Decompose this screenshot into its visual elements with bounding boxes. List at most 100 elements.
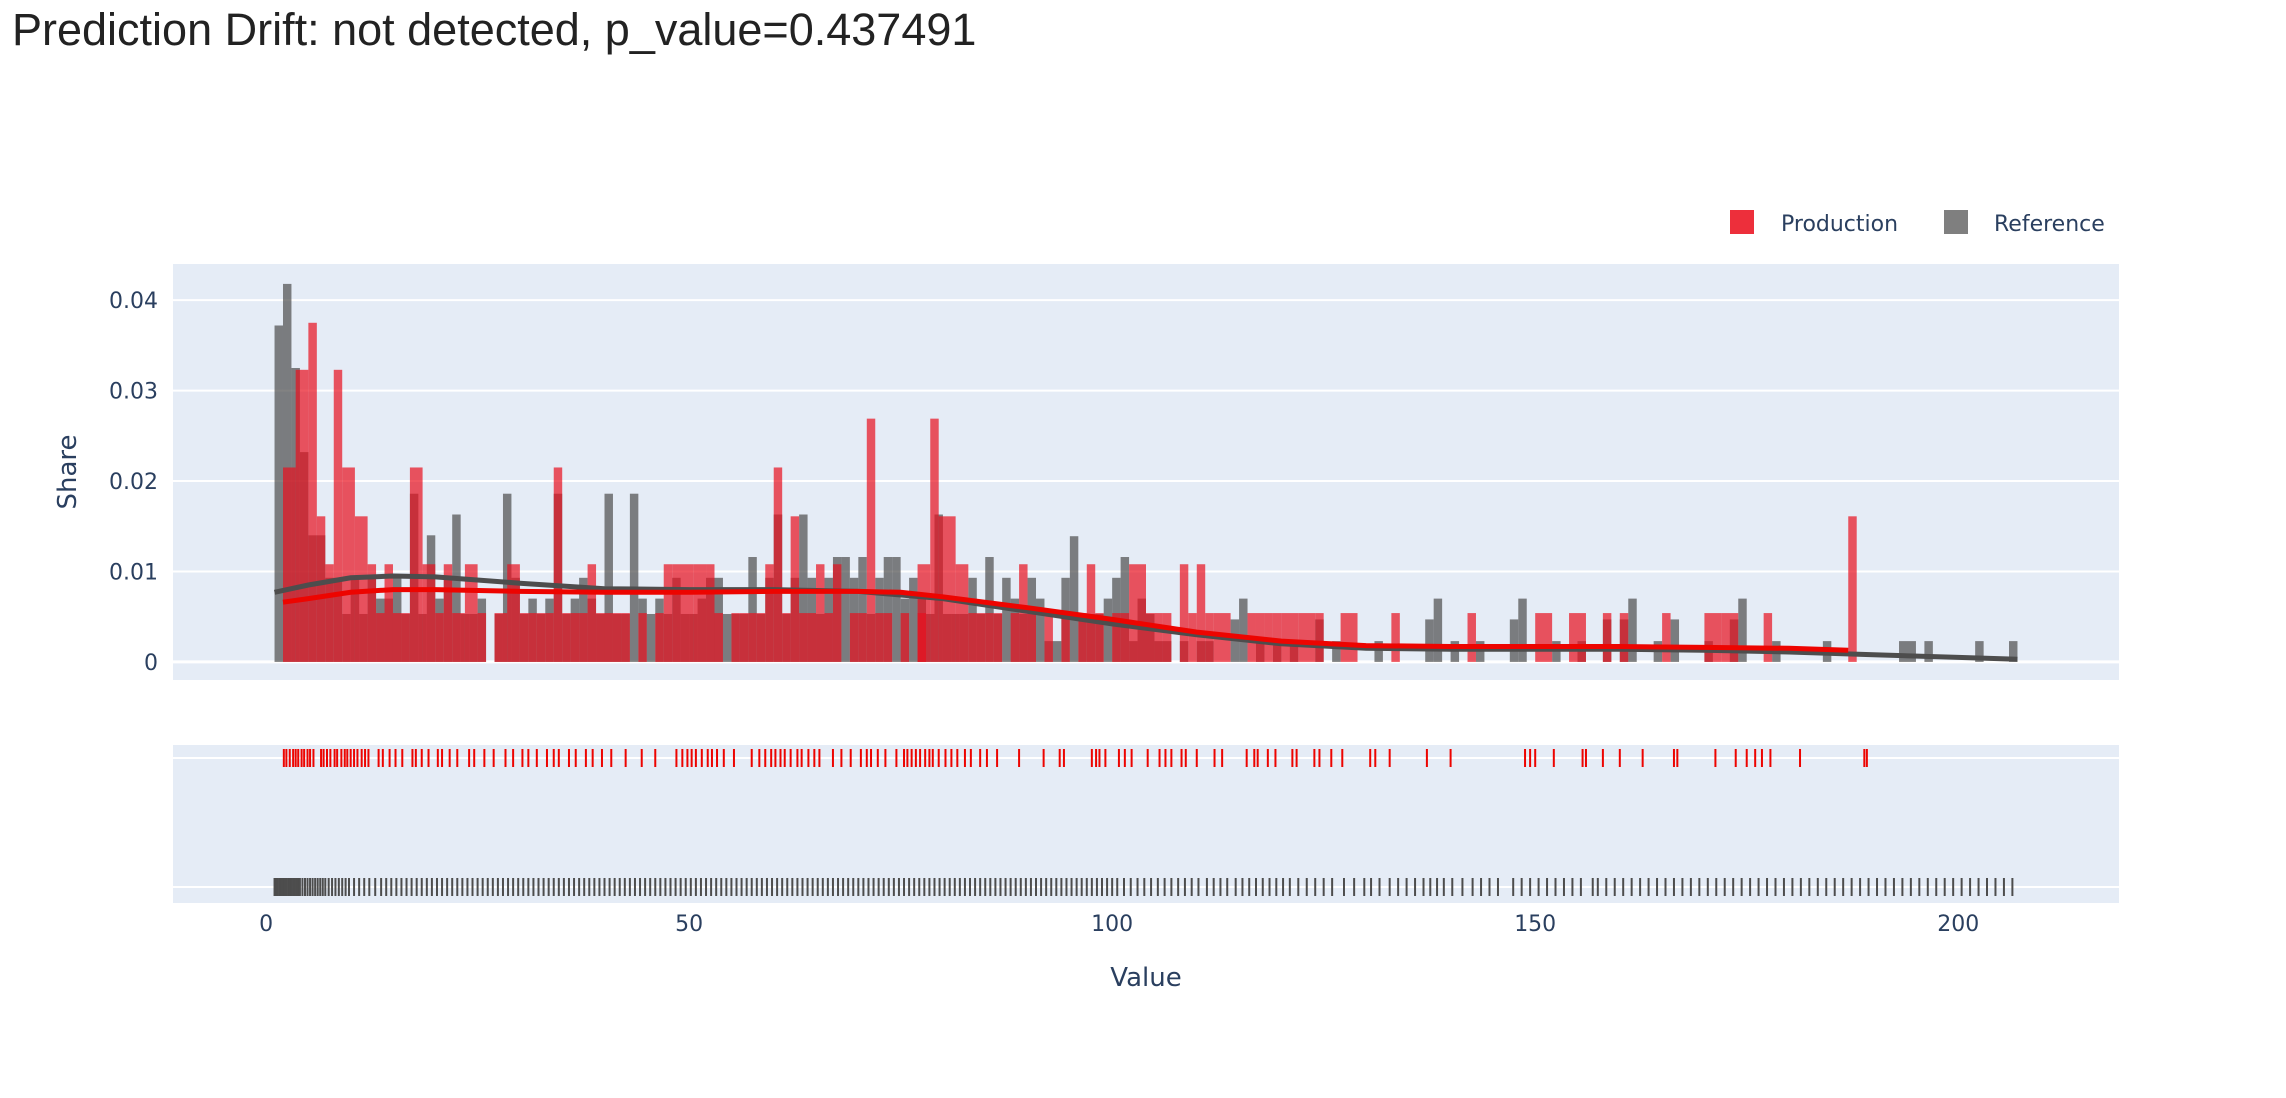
production-bar[interactable] — [1467, 613, 1476, 662]
production-bar[interactable] — [968, 613, 986, 662]
reference-bar[interactable] — [1374, 641, 1383, 662]
production-bar[interactable] — [714, 613, 723, 662]
production-bar[interactable] — [1848, 516, 1857, 662]
production-bar[interactable] — [1112, 613, 1121, 662]
reference-bar[interactable] — [1332, 641, 1341, 662]
production-bar[interactable] — [1602, 613, 1612, 662]
production-bar[interactable] — [875, 613, 884, 662]
production-bar[interactable] — [1569, 613, 1586, 662]
reference-bar[interactable] — [1738, 598, 1747, 662]
production-bar[interactable] — [1619, 613, 1629, 662]
reference-bar[interactable] — [1975, 641, 1984, 662]
production-bar[interactable] — [587, 564, 597, 662]
production-bar[interactable] — [1188, 613, 1197, 662]
production-bar[interactable] — [955, 564, 969, 662]
production-bar[interactable] — [376, 613, 385, 662]
production-bar[interactable] — [519, 613, 529, 662]
production-bar[interactable] — [1146, 613, 1155, 662]
production-bar[interactable] — [672, 564, 694, 662]
production-bar[interactable] — [1179, 564, 1189, 662]
production-bar[interactable] — [832, 564, 842, 662]
reference-bar[interactable] — [1069, 536, 1079, 662]
reference-bar[interactable] — [883, 557, 893, 662]
production-bar[interactable] — [295, 369, 309, 662]
production-bar[interactable] — [799, 613, 808, 662]
production-bar[interactable] — [1196, 564, 1206, 662]
production-bar[interactable] — [553, 467, 563, 662]
production-bar[interactable] — [816, 564, 825, 662]
production-bar[interactable] — [807, 613, 817, 662]
production-bar[interactable] — [452, 613, 465, 662]
production-bar[interactable] — [384, 564, 393, 662]
production-bar[interactable] — [706, 564, 715, 662]
reference-bar[interactable] — [1239, 598, 1248, 662]
rug-plot-area[interactable] — [173, 745, 2119, 903]
reference-bar[interactable] — [274, 325, 283, 662]
production-bar[interactable] — [824, 613, 833, 662]
production-bar[interactable] — [604, 613, 613, 662]
production-bar[interactable] — [435, 613, 444, 662]
reference-bar[interactable] — [1052, 641, 1062, 662]
production-bar[interactable] — [938, 516, 956, 662]
production-bar[interactable] — [477, 613, 487, 662]
reference-bar[interactable] — [748, 557, 757, 662]
production-bar[interactable] — [731, 613, 740, 662]
production-bar[interactable] — [409, 467, 423, 662]
reference-bar[interactable] — [1670, 619, 1680, 662]
production-bar[interactable] — [333, 369, 343, 662]
production-bar[interactable] — [401, 613, 410, 662]
production-bar[interactable] — [739, 613, 749, 662]
production-bar[interactable] — [1162, 613, 1172, 662]
production-bar[interactable] — [612, 613, 622, 662]
production-bar[interactable] — [1086, 564, 1096, 662]
production-bar[interactable] — [858, 613, 867, 662]
reference-bar[interactable] — [1628, 598, 1637, 662]
production-bar[interactable] — [1340, 613, 1358, 662]
reference-bar[interactable] — [722, 613, 732, 662]
production-bar[interactable] — [782, 613, 791, 662]
production-bar[interactable] — [443, 564, 453, 662]
production-bar[interactable] — [579, 613, 588, 662]
production-bar[interactable] — [528, 613, 537, 662]
reference-bar[interactable] — [985, 557, 994, 662]
production-bar[interactable] — [1763, 613, 1773, 662]
production-bar[interactable] — [1027, 613, 1037, 662]
production-bar[interactable] — [638, 613, 647, 662]
reference-bar[interactable] — [1509, 619, 1519, 662]
reference-bar[interactable] — [858, 557, 867, 662]
production-bar[interactable] — [507, 564, 520, 662]
reference-bar[interactable] — [841, 557, 850, 662]
reference-bar[interactable] — [629, 493, 639, 662]
production-bar[interactable] — [325, 564, 334, 662]
production-bar[interactable] — [866, 418, 876, 662]
reference-bar[interactable] — [1518, 598, 1527, 662]
production-bar[interactable] — [655, 613, 664, 662]
reference-bar[interactable] — [2009, 641, 2018, 662]
reference-bar[interactable] — [1036, 598, 1045, 662]
reference-bar[interactable] — [909, 577, 918, 662]
production-bar[interactable] — [1129, 564, 1146, 662]
production-bar[interactable] — [342, 467, 355, 662]
production-bar[interactable] — [1721, 613, 1739, 662]
reference-bar[interactable] — [1924, 641, 1933, 662]
production-bar[interactable] — [1272, 613, 1282, 662]
production-bar[interactable] — [883, 613, 893, 662]
production-bar[interactable] — [367, 564, 377, 662]
production-bar[interactable] — [1662, 613, 1671, 662]
production-bar[interactable] — [985, 613, 994, 662]
production-bar[interactable] — [536, 613, 546, 662]
production-bar[interactable] — [570, 613, 580, 662]
production-bar[interactable] — [773, 467, 783, 662]
production-bar[interactable] — [1315, 613, 1324, 662]
production-bar[interactable] — [1535, 613, 1553, 662]
production-bar[interactable] — [1154, 613, 1163, 662]
production-bar[interactable] — [545, 613, 554, 662]
production-bar[interactable] — [756, 613, 766, 662]
production-bar[interactable] — [392, 613, 402, 662]
production-bar[interactable] — [663, 564, 673, 662]
production-bar[interactable] — [930, 418, 939, 662]
reference-bar[interactable] — [1002, 577, 1011, 662]
production-bar[interactable] — [316, 516, 326, 662]
production-bar[interactable] — [282, 467, 296, 662]
production-bar[interactable] — [1010, 613, 1020, 662]
